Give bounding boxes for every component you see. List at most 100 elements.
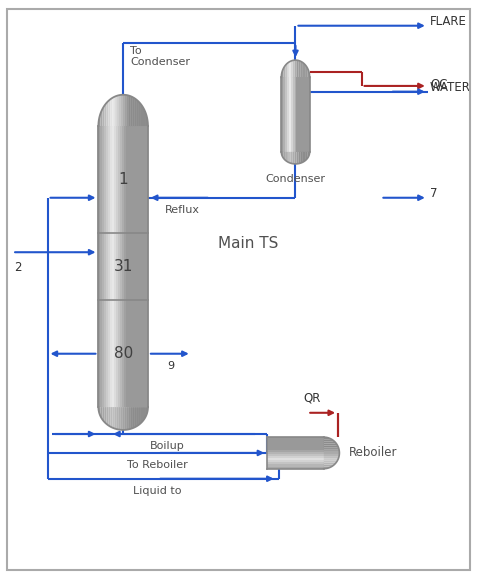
Bar [108,126,111,407]
Bar [289,78,291,152]
Polygon shape [295,60,297,78]
Polygon shape [110,407,112,428]
Polygon shape [132,407,134,428]
Bar [267,445,324,448]
Bar [99,126,101,407]
Polygon shape [136,407,138,427]
Polygon shape [126,95,128,126]
Polygon shape [291,60,293,78]
Text: To
Condenser: To Condenser [130,46,190,67]
Bar [142,126,144,407]
Bar [267,460,324,463]
Polygon shape [324,463,336,464]
Polygon shape [324,464,334,467]
Polygon shape [287,62,289,78]
Bar [281,78,284,152]
Bar [267,437,324,439]
Polygon shape [146,407,148,416]
Polygon shape [118,407,120,430]
Bar [298,78,301,152]
Polygon shape [106,101,108,126]
Polygon shape [324,439,334,441]
Bar [300,78,302,152]
Text: 7: 7 [430,186,438,200]
Polygon shape [140,103,142,126]
Bar [132,126,135,407]
Bar [267,449,324,452]
Bar [118,126,121,407]
Polygon shape [304,152,306,162]
Polygon shape [324,454,340,456]
Polygon shape [100,407,102,419]
Polygon shape [285,64,287,78]
Bar [267,447,324,450]
Polygon shape [285,152,287,162]
Polygon shape [306,65,308,78]
Polygon shape [298,152,300,164]
Text: Reflux: Reflux [165,204,199,215]
Polygon shape [297,152,298,164]
Polygon shape [106,407,108,426]
Text: To Reboiler: To Reboiler [127,460,188,470]
Polygon shape [289,152,291,163]
Polygon shape [120,407,122,430]
Text: Reboiler: Reboiler [349,446,398,459]
Polygon shape [324,452,340,454]
Bar [267,462,324,464]
Polygon shape [122,95,124,126]
Bar [267,453,324,456]
Polygon shape [324,444,338,446]
Polygon shape [130,407,132,429]
Polygon shape [291,152,293,164]
Bar [104,126,107,407]
Polygon shape [128,407,130,430]
Polygon shape [128,96,130,126]
Polygon shape [116,96,118,126]
Text: 31: 31 [114,259,133,274]
Polygon shape [112,407,114,428]
Polygon shape [281,69,283,78]
Polygon shape [293,152,295,164]
Text: 80: 80 [114,346,133,361]
Bar [110,126,113,407]
Polygon shape [304,64,306,78]
Polygon shape [104,407,106,424]
Polygon shape [132,97,134,126]
Polygon shape [114,407,116,429]
Polygon shape [99,114,100,126]
Bar [130,126,132,407]
Text: Boilup: Boilup [149,441,184,451]
Text: QC: QC [430,78,448,91]
Text: 9: 9 [167,361,174,371]
Polygon shape [293,60,295,78]
Polygon shape [140,407,142,424]
Polygon shape [120,95,122,126]
Polygon shape [108,407,110,427]
Bar [291,78,293,152]
Bar [267,457,324,460]
Polygon shape [118,95,120,126]
Polygon shape [110,98,112,126]
Bar [140,126,142,407]
Bar [297,78,299,152]
Bar [100,126,103,407]
Polygon shape [283,65,285,78]
Polygon shape [142,106,144,126]
Polygon shape [308,69,310,78]
Bar [126,126,128,407]
Polygon shape [124,407,126,430]
Polygon shape [142,407,144,422]
Polygon shape [104,103,106,126]
Polygon shape [287,152,289,163]
Polygon shape [134,98,136,126]
Bar [112,126,115,407]
Polygon shape [324,458,339,460]
Polygon shape [136,100,138,126]
Polygon shape [324,450,340,452]
Polygon shape [324,448,339,450]
Polygon shape [306,152,308,160]
Polygon shape [108,100,110,126]
Text: Main TS: Main TS [218,236,279,251]
Polygon shape [102,407,104,422]
Bar [267,439,324,441]
